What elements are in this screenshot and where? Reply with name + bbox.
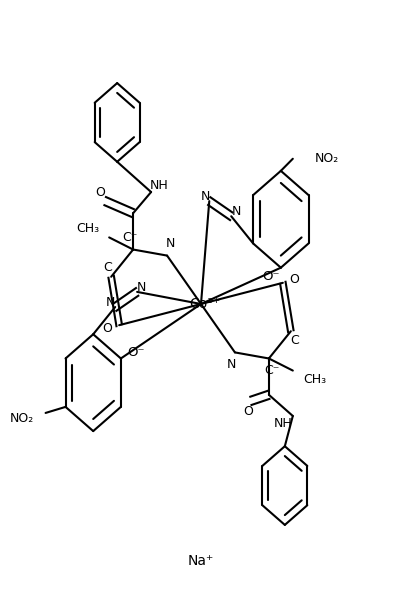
Text: O: O bbox=[102, 322, 112, 335]
Text: O: O bbox=[288, 273, 298, 286]
Text: N: N bbox=[200, 190, 209, 203]
Text: NO₂: NO₂ bbox=[9, 412, 34, 426]
Text: O⁻: O⁻ bbox=[261, 271, 279, 283]
Text: NH: NH bbox=[149, 179, 168, 193]
Text: N: N bbox=[231, 205, 240, 218]
Text: C: C bbox=[103, 261, 111, 274]
Text: CH₃: CH₃ bbox=[76, 222, 99, 235]
Text: C⁻: C⁻ bbox=[122, 231, 137, 244]
Text: C: C bbox=[290, 334, 298, 347]
Text: NO₂: NO₂ bbox=[314, 152, 338, 165]
Text: N: N bbox=[165, 237, 174, 250]
Text: CH₃: CH₃ bbox=[302, 373, 325, 386]
Text: Na⁺: Na⁺ bbox=[187, 554, 214, 568]
Text: C⁻: C⁻ bbox=[264, 364, 279, 377]
Text: O: O bbox=[243, 405, 252, 418]
Text: O: O bbox=[95, 185, 105, 199]
Text: NH: NH bbox=[273, 416, 292, 430]
Text: N: N bbox=[105, 295, 115, 309]
Text: N: N bbox=[136, 280, 146, 294]
Text: Co³⁺: Co³⁺ bbox=[189, 297, 220, 311]
Text: N: N bbox=[227, 358, 236, 371]
Text: O⁻: O⁻ bbox=[127, 346, 144, 359]
